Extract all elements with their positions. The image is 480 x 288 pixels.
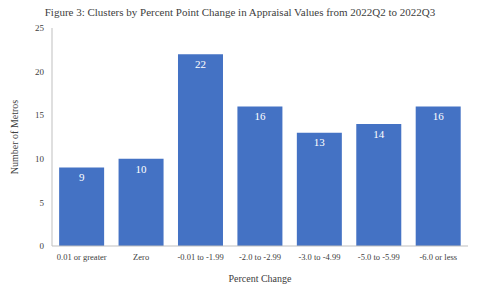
svg-text:Number of Metros: Number of Metros <box>9 100 20 175</box>
svg-text:14: 14 <box>373 128 385 140</box>
svg-text:13: 13 <box>314 136 326 148</box>
svg-text:Zero: Zero <box>133 252 149 262</box>
svg-text:0: 0 <box>40 241 45 251</box>
svg-text:16: 16 <box>254 110 266 122</box>
html-text:Figure 3: Clusters by Percent: Figure 3: Clusters by Percent Point Chan… <box>44 6 436 18</box>
svg-text:5: 5 <box>40 198 45 208</box>
svg-text:-2.0 to -2.99: -2.0 to -2.99 <box>239 252 281 262</box>
svg-text:-3.0 to -4.99: -3.0 to -4.99 <box>298 252 340 262</box>
svg-text:25: 25 <box>35 23 45 33</box>
svg-text:Percent Change: Percent Change <box>228 273 292 284</box>
svg-text:-5.0 to -5.99: -5.0 to -5.99 <box>358 252 400 262</box>
svg-text:9: 9 <box>79 171 85 183</box>
svg-text:15: 15 <box>35 110 45 120</box>
svg-text:22: 22 <box>195 58 206 70</box>
svg-text:10: 10 <box>136 163 148 175</box>
svg-text:-0.01 to -1.99: -0.01 to -1.99 <box>177 252 223 262</box>
svg-text:0.01 or greater: 0.01 or greater <box>57 252 107 262</box>
svg-text:-6.0 or less: -6.0 or less <box>420 252 458 262</box>
svg-text:16: 16 <box>433 110 445 122</box>
svg-text:10: 10 <box>35 154 45 164</box>
svg-text:20: 20 <box>35 67 45 77</box>
